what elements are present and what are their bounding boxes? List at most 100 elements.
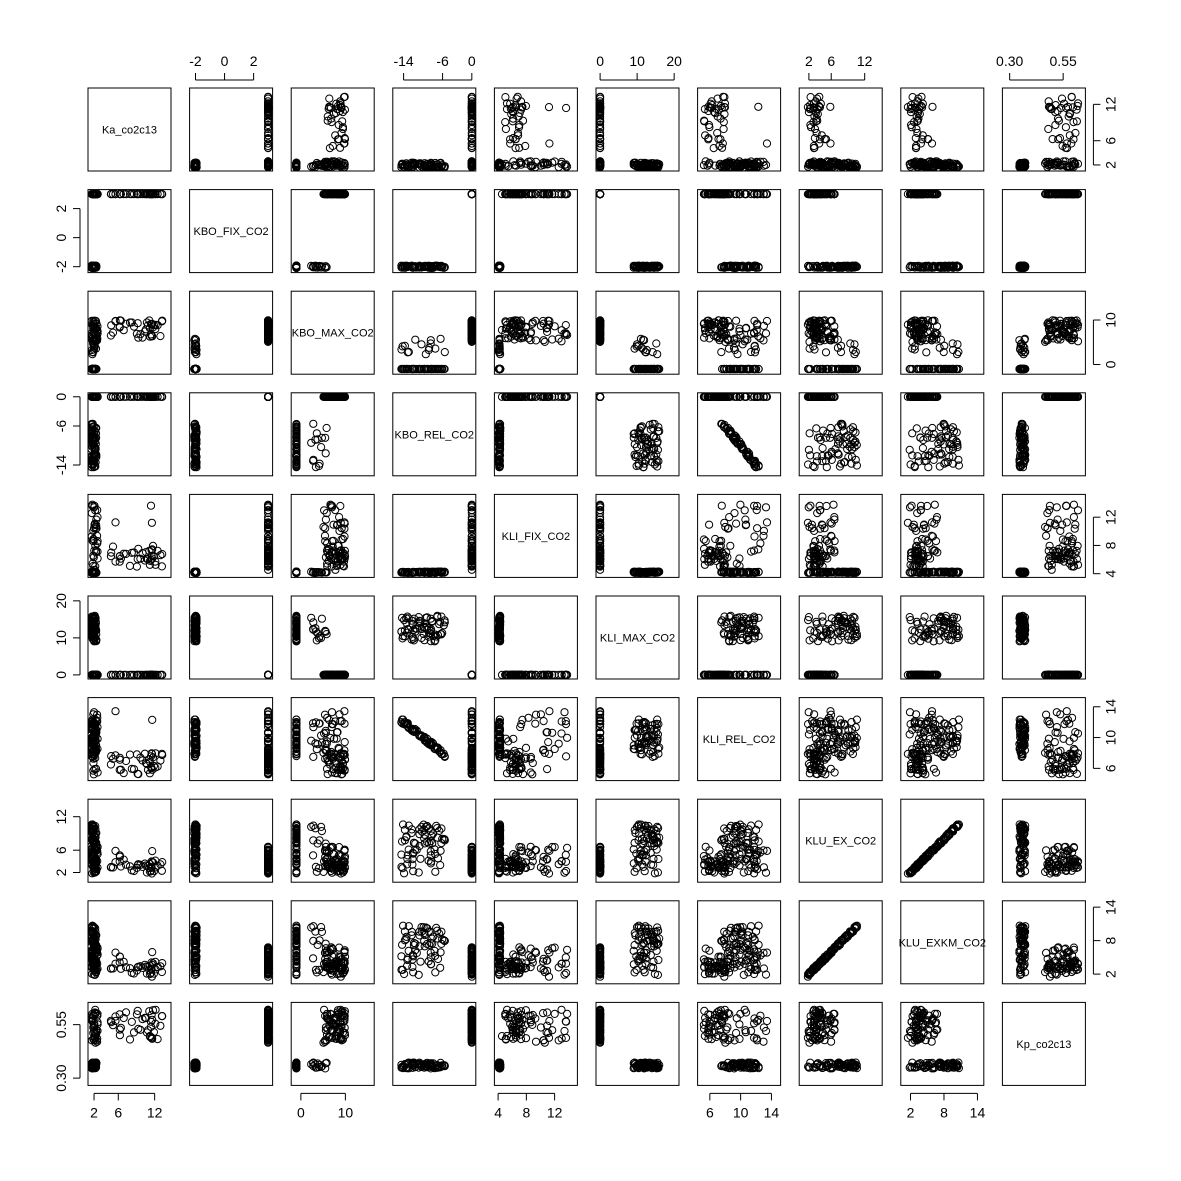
data-point [515,120,524,130]
data-point [596,114,605,123]
data-point [336,143,345,152]
data-point [508,114,518,123]
data-point [467,99,476,108]
data-point [596,158,605,167]
data-point [467,120,476,130]
panel-KBO_FIX_CO2-vs-Ka_co2c13 [87,189,172,274]
data-point [596,105,605,114]
data-point [596,141,605,151]
data-point [324,104,333,114]
data-point [596,128,605,138]
data-point [338,124,347,134]
panel-KBO_REL_CO2-vs-Ka_co2c13 [87,392,172,477]
panel-KBO_REL_CO2-vs-KBO_MAX_CO2 [290,392,375,477]
data-point [440,162,449,171]
diagonal-label: KBO_MAX_CO2 [292,328,374,340]
data-point [398,159,407,168]
panel-frame [798,189,883,274]
panel-Ka_co2c13-vs-KLU_EX_CO2 [798,87,883,172]
panel-frame [1001,189,1086,274]
panel-KBO_REL_CO2-vs-KLI_MAX_CO2 [595,392,680,477]
data-point [596,117,605,126]
data-point [596,97,605,106]
panel-KBO_MAX_CO2-vs-KBO_FIX_CO2 [189,290,274,375]
data-point [507,103,517,113]
data-point [596,108,605,117]
data-point [334,159,343,168]
data-point [501,118,510,127]
data-point [107,392,116,401]
data-point [596,103,605,112]
data-point [339,139,349,148]
panel-frame [189,392,274,477]
data-point [526,161,535,170]
data-point [953,350,962,359]
panel-Ka_co2c13-vs-Kp_co2c13 [1001,87,1086,172]
data-point [309,162,318,171]
data-point [596,392,605,401]
data-point [544,103,554,112]
data-point [340,161,349,170]
data-point [467,139,476,148]
data-point [596,143,605,152]
panel-frame [900,189,985,274]
data-point [332,158,342,167]
data-point [317,443,326,452]
data-point [338,108,347,117]
data-point [502,99,512,108]
data-point [1061,123,1071,132]
data-point [516,157,525,166]
panel-KBO_FIX_CO2-vs-Kp_co2c13 [1001,189,1086,274]
data-point [733,350,742,359]
data-point [156,332,165,341]
data-point [321,161,330,170]
panel-frame [595,189,680,274]
data-point [510,161,519,170]
data-point [264,97,273,106]
data-point [511,144,520,153]
data-point [264,105,273,114]
data-point [403,161,412,171]
data-point [264,143,273,152]
panel-frame [493,392,578,477]
panel-KBO_MAX_CO2-vs-Ka_co2c13 [87,290,172,375]
data-point [467,131,476,140]
data-point [264,117,273,126]
data-point [467,117,476,126]
data-point [264,99,273,108]
data-point [309,419,318,428]
data-point [596,94,605,103]
data-point [325,94,334,103]
data-point [596,190,605,199]
data-point [635,162,644,171]
data-point [511,103,521,112]
data-point [562,103,571,113]
data-point [336,97,345,106]
data-point [264,141,273,151]
data-point [596,139,605,148]
data-point [264,114,273,123]
data-point [545,139,554,148]
diagonal-label: KBO_FIX_CO2 [193,226,268,238]
data-point [501,93,510,102]
panel-KBO_FIX_CO2-vs-KLU_EX_CO2 [798,189,883,274]
data-point [514,131,523,140]
panel-KBO_REL_CO2-vs-KLI_FIX_CO2 [493,392,578,477]
data-point [653,350,662,359]
panel-KBO_FIX_CO2-vs-KLI_MAX_CO2 [595,189,680,274]
panel-KBO_FIX_CO2-vs-KBO_REL_CO2 [392,189,477,274]
data-point [506,139,515,148]
data-point [336,103,345,112]
data-point [264,94,273,103]
data-point [652,339,661,348]
data-point [1067,92,1076,101]
data-point [850,350,859,359]
data-point [561,321,570,330]
panel-KBO_FIX_CO2-vs-KBO_FIX_CO2: KBO_FIX_CO2 [189,189,274,274]
data-point [521,159,531,168]
panel-Ka_co2c13-vs-KBO_REL_CO2 [392,87,477,172]
data-point [467,128,476,138]
panel-frame [493,189,578,274]
data-point [327,114,336,123]
